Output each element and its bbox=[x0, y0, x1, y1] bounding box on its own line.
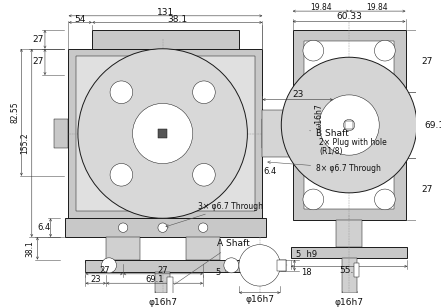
Bar bbox=[277, 260, 286, 271]
Text: 19.84: 19.84 bbox=[310, 3, 332, 12]
Circle shape bbox=[239, 245, 280, 286]
Bar bbox=[76, 56, 255, 211]
Text: 69.1: 69.1 bbox=[425, 121, 441, 130]
Bar bbox=[262, 119, 277, 148]
Text: 60.33: 60.33 bbox=[336, 12, 362, 21]
Text: (R1/8): (R1/8) bbox=[319, 147, 343, 156]
Text: 155.2: 155.2 bbox=[20, 132, 29, 154]
Bar bbox=[292, 30, 406, 220]
Text: 18: 18 bbox=[301, 268, 312, 277]
Text: 8× φ6.7 Through: 8× φ6.7 Through bbox=[268, 161, 381, 173]
Text: φ16h7: φ16h7 bbox=[245, 295, 274, 304]
Bar bbox=[158, 129, 168, 138]
Text: 131: 131 bbox=[157, 9, 174, 17]
Bar bbox=[342, 258, 357, 293]
Text: 27: 27 bbox=[158, 266, 168, 274]
Bar bbox=[336, 220, 362, 247]
Text: 6.4: 6.4 bbox=[263, 167, 277, 176]
Circle shape bbox=[303, 189, 324, 210]
Text: 27: 27 bbox=[422, 185, 433, 194]
Text: 27: 27 bbox=[422, 56, 433, 65]
Bar bbox=[65, 218, 266, 237]
Text: 69.1: 69.1 bbox=[146, 275, 164, 284]
Bar bbox=[345, 121, 353, 129]
Text: 2× Plug with hole: 2× Plug with hole bbox=[319, 138, 387, 147]
Bar bbox=[305, 127, 333, 140]
Bar bbox=[291, 247, 407, 258]
Text: 27: 27 bbox=[99, 266, 109, 274]
Bar bbox=[186, 237, 220, 260]
Bar bbox=[106, 237, 140, 260]
Text: 5: 5 bbox=[216, 268, 221, 277]
Text: φ16h7: φ16h7 bbox=[335, 297, 363, 307]
Text: 82.55: 82.55 bbox=[10, 102, 19, 123]
Circle shape bbox=[132, 103, 193, 164]
Text: 19.84: 19.84 bbox=[366, 3, 388, 12]
Bar bbox=[92, 30, 239, 49]
Text: B Shaft: B Shaft bbox=[310, 129, 349, 138]
Circle shape bbox=[374, 40, 395, 61]
Bar bbox=[155, 272, 170, 293]
Bar bbox=[54, 119, 68, 148]
Circle shape bbox=[193, 164, 215, 186]
Circle shape bbox=[101, 258, 116, 273]
Text: φ16h7: φ16h7 bbox=[148, 297, 177, 307]
Bar bbox=[86, 260, 255, 272]
Text: 54: 54 bbox=[75, 15, 86, 24]
Circle shape bbox=[319, 95, 379, 155]
Circle shape bbox=[110, 164, 133, 186]
Text: 6.4: 6.4 bbox=[37, 223, 51, 232]
Bar bbox=[406, 111, 415, 139]
Bar bbox=[304, 41, 394, 209]
Text: 23: 23 bbox=[90, 275, 101, 284]
Bar bbox=[354, 262, 359, 277]
Text: 5  h9: 5 h9 bbox=[296, 250, 317, 258]
Circle shape bbox=[374, 189, 395, 210]
Text: ω16h7: ω16h7 bbox=[314, 104, 323, 130]
Circle shape bbox=[198, 223, 208, 232]
Bar bbox=[68, 49, 262, 218]
Circle shape bbox=[110, 81, 133, 103]
Text: 23: 23 bbox=[292, 90, 303, 99]
Circle shape bbox=[224, 258, 239, 273]
Bar bbox=[283, 111, 292, 139]
Text: 38.1: 38.1 bbox=[167, 15, 187, 24]
Text: 27: 27 bbox=[33, 35, 44, 44]
Circle shape bbox=[281, 57, 417, 193]
Text: 55.6: 55.6 bbox=[339, 266, 359, 275]
Bar bbox=[168, 277, 173, 293]
Circle shape bbox=[193, 81, 215, 103]
Circle shape bbox=[118, 223, 128, 232]
Text: A Shaft: A Shaft bbox=[174, 239, 250, 285]
Bar bbox=[262, 110, 305, 157]
Circle shape bbox=[158, 223, 168, 232]
Circle shape bbox=[303, 40, 324, 61]
Text: 38.1: 38.1 bbox=[26, 240, 34, 257]
Text: 3× φ6.7 Through: 3× φ6.7 Through bbox=[166, 201, 263, 227]
Circle shape bbox=[78, 49, 247, 218]
Text: 27: 27 bbox=[33, 57, 44, 66]
Circle shape bbox=[344, 119, 355, 131]
